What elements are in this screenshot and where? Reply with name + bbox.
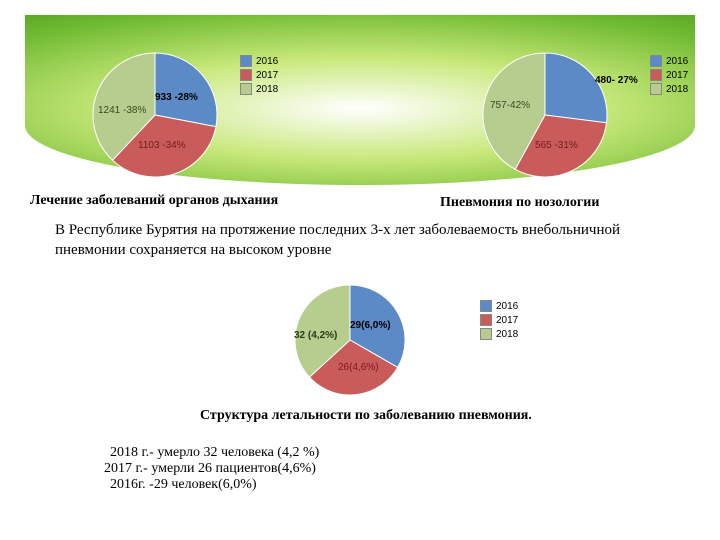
chart1-title: Лечение заболеваний органов дыхания — [30, 193, 278, 209]
legend-label: 2017 — [666, 70, 688, 81]
legend-swatch — [650, 83, 662, 95]
slice-label-2018: 1241 -38% — [98, 105, 146, 116]
legend-swatch — [480, 314, 492, 326]
slice-label-2017: 565 -31% — [535, 140, 578, 151]
slice-label-2018: 32 (4,2%) — [294, 330, 337, 341]
legend-2: 2016 2017 2018 — [650, 55, 688, 97]
slice-label-2016: 29(6,0%) — [350, 320, 391, 331]
legend-swatch — [480, 328, 492, 340]
slice-label-2017: 26(4,6%) — [338, 362, 379, 373]
chart-treatment: 933 -28% 1103 -34% 1241 -38% — [90, 50, 220, 185]
legend-swatch — [480, 300, 492, 312]
stat-2016: 2016г. -29 человек(6,0%) — [110, 477, 319, 493]
chart2-title: Пневмония по нозологии — [440, 195, 599, 211]
legend-label: 2016 — [496, 301, 518, 312]
legend-label: 2018 — [666, 84, 688, 95]
legend-label: 2017 — [496, 315, 518, 326]
legend-swatch — [650, 55, 662, 67]
legend-label: 2018 — [256, 84, 278, 95]
body-paragraph: В Республике Бурятия на протяжение после… — [55, 220, 645, 261]
chart3-title: Структура летальности по заболеванию пне… — [200, 408, 532, 424]
pie-chart-2 — [480, 50, 610, 180]
legend-swatch — [240, 69, 252, 81]
legend-1: 2016 2017 2018 — [240, 55, 278, 97]
legend-3: 2016 2017 2018 — [480, 300, 518, 342]
legend-swatch — [650, 69, 662, 81]
legend-label: 2016 — [256, 56, 278, 67]
slice-label-2018: 757-42% — [490, 100, 530, 111]
chart-mortality: 29(6,0%) 26(4,6%) 32 (4,2%) — [290, 280, 410, 405]
legend-swatch — [240, 83, 252, 95]
stat-2018: 2018 г.- умерло 32 человека (4,2 %) — [110, 445, 319, 461]
legend-swatch — [240, 55, 252, 67]
slice-label-2016: 933 -28% — [155, 92, 198, 103]
stat-2017: 2017 г.- умерли 26 пациентов(4,6%) — [104, 461, 319, 477]
slice-label-2016: 480- 27% — [595, 75, 638, 86]
legend-label: 2017 — [256, 70, 278, 81]
chart-pneumonia: 480- 27% 565 -31% 757-42% — [480, 50, 610, 185]
slice-label-2017: 1103 -34% — [138, 140, 186, 151]
legend-label: 2016 — [666, 56, 688, 67]
legend-label: 2018 — [496, 329, 518, 340]
